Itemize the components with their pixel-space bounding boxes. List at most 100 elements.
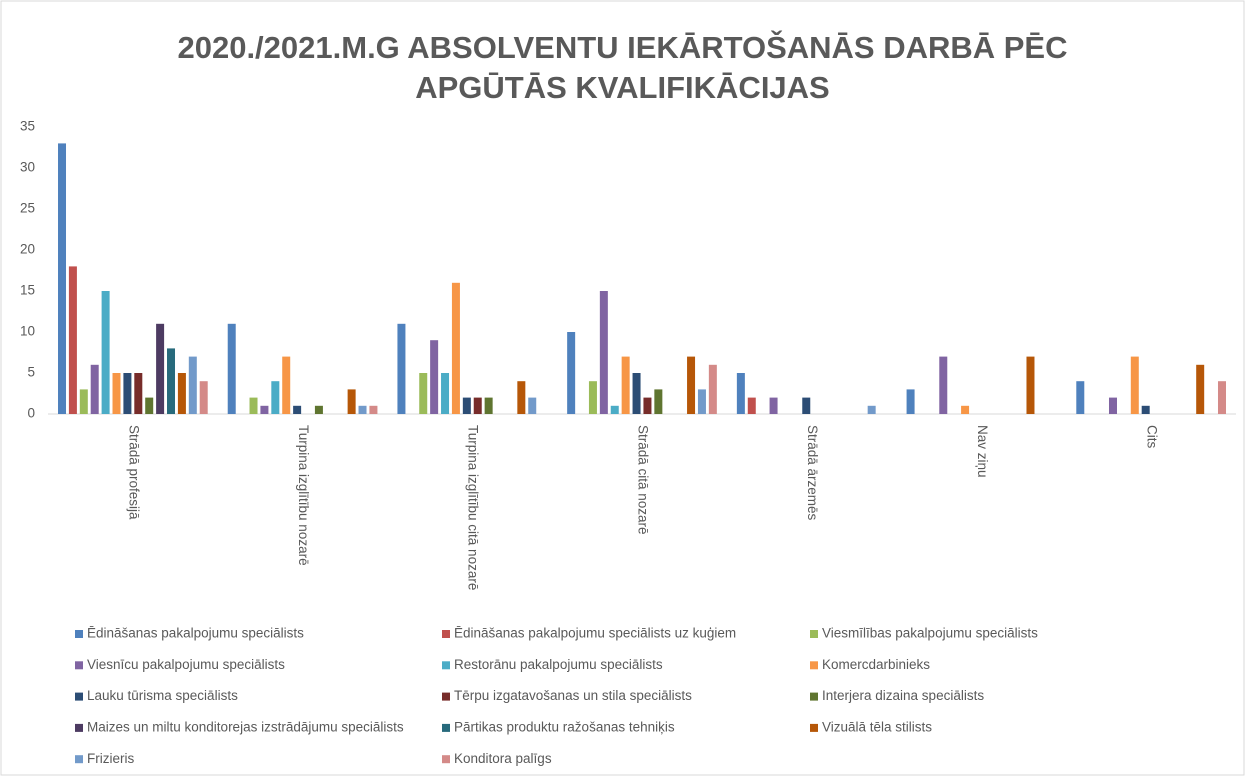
legend-marker — [442, 692, 450, 701]
bar — [1076, 381, 1085, 414]
bar — [260, 405, 269, 414]
bar — [134, 373, 143, 414]
bar — [1141, 405, 1150, 414]
bar — [347, 389, 356, 414]
chart-title: 2020./2021.M.G ABSOLVENTU IEKĀRTOŠANĀS D… — [177, 30, 1068, 105]
legend-marker — [810, 723, 818, 732]
legend-marker — [75, 692, 83, 701]
bar — [1217, 381, 1226, 414]
bar — [271, 381, 280, 414]
y-tick-label: 30 — [20, 160, 35, 175]
legend-marker — [810, 661, 818, 670]
legend-label: Komercdarbinieks — [822, 657, 930, 672]
legend-marker — [75, 661, 83, 670]
legend-marker — [442, 630, 450, 638]
legend-marker — [810, 630, 818, 638]
legend-marker — [442, 661, 450, 670]
bar — [419, 373, 428, 414]
y-tick-label: 20 — [20, 242, 35, 257]
bar — [1130, 356, 1139, 414]
bar — [1026, 356, 1035, 414]
bar — [621, 356, 630, 414]
x-tick-label: Strādā citā nozarē — [635, 425, 650, 535]
y-tick-label: 10 — [20, 324, 35, 339]
legend-label: Tērpu izgatavošanas un stila speciālists — [454, 688, 692, 703]
x-tick-label: Cits — [1145, 425, 1160, 448]
bar — [58, 143, 67, 414]
bar — [451, 282, 460, 414]
bar — [473, 397, 482, 414]
bar — [358, 405, 367, 414]
legend-label: Frizieris — [87, 751, 134, 766]
bar — [906, 389, 915, 414]
y-tick-label: 35 — [20, 119, 35, 134]
legend-label: Restorānu pakalpojumu speciālists — [454, 657, 663, 672]
bar — [79, 389, 88, 414]
x-tick-label: Strādā ārzemēs — [805, 425, 820, 521]
bar — [610, 405, 619, 414]
bar — [462, 397, 471, 414]
legend-marker — [75, 723, 83, 732]
legend-marker — [442, 723, 450, 732]
bar — [599, 291, 608, 414]
legend-label: Konditora palīgs — [454, 751, 552, 766]
bar — [643, 397, 652, 414]
x-tick-label: Strādā profesijā — [126, 425, 141, 520]
legend-label: Viesmīlības pakalpojumu speciālists — [822, 626, 1038, 641]
bar — [769, 397, 778, 414]
legend-label: Vizuālā tēla stilists — [822, 719, 932, 734]
bar — [632, 373, 641, 414]
legend-label: Interjera dizaina speciālists — [822, 688, 984, 703]
bar — [802, 397, 811, 414]
legend-label: Pārtikas produktu ražošanas tehniķis — [454, 719, 675, 734]
bar — [314, 405, 323, 414]
y-tick-label: 0 — [27, 406, 35, 421]
bar — [747, 397, 756, 414]
bar — [687, 356, 696, 414]
bar — [369, 405, 378, 414]
bar — [528, 397, 537, 414]
legend-marker — [810, 692, 818, 701]
bar — [293, 405, 302, 414]
bar — [697, 389, 706, 414]
x-tick-label: Nav ziņu — [975, 425, 990, 478]
bar — [939, 356, 948, 414]
legend-marker — [75, 755, 83, 764]
bar — [156, 323, 165, 414]
legend-label: Lauku tūrisma speciālists — [87, 688, 238, 703]
legend-label: Ēdināšanas pakalpojumu speciālists uz ku… — [454, 626, 736, 641]
bar — [227, 323, 236, 414]
bar — [167, 348, 176, 414]
bar — [867, 405, 876, 414]
bar — [1196, 364, 1205, 414]
bar — [90, 364, 99, 414]
bar — [441, 373, 450, 414]
bar — [188, 356, 197, 414]
bar — [961, 405, 970, 414]
bar — [567, 332, 576, 414]
bar — [177, 373, 186, 414]
y-tick-label: 15 — [20, 283, 35, 298]
y-tick-label: 25 — [20, 201, 35, 216]
legend-label: Ēdināšanas pakalpojumu speciālists — [87, 626, 304, 641]
x-tick-label: Turpina izglītību nozarē — [296, 425, 311, 566]
bar — [1108, 397, 1117, 414]
bar — [112, 373, 121, 414]
bar — [430, 340, 439, 414]
bar — [654, 389, 663, 414]
bar — [484, 397, 493, 414]
bar — [397, 323, 406, 414]
x-tick-label: Turpina izglītību citā nozarē — [466, 425, 481, 590]
bar — [588, 381, 597, 414]
legend-marker — [75, 630, 83, 638]
bar — [123, 373, 132, 414]
bar — [249, 397, 258, 414]
bar — [282, 356, 291, 414]
bar — [145, 397, 154, 414]
bar — [101, 291, 110, 414]
legend-marker — [442, 755, 450, 764]
bar — [517, 381, 526, 414]
bar — [708, 364, 717, 414]
